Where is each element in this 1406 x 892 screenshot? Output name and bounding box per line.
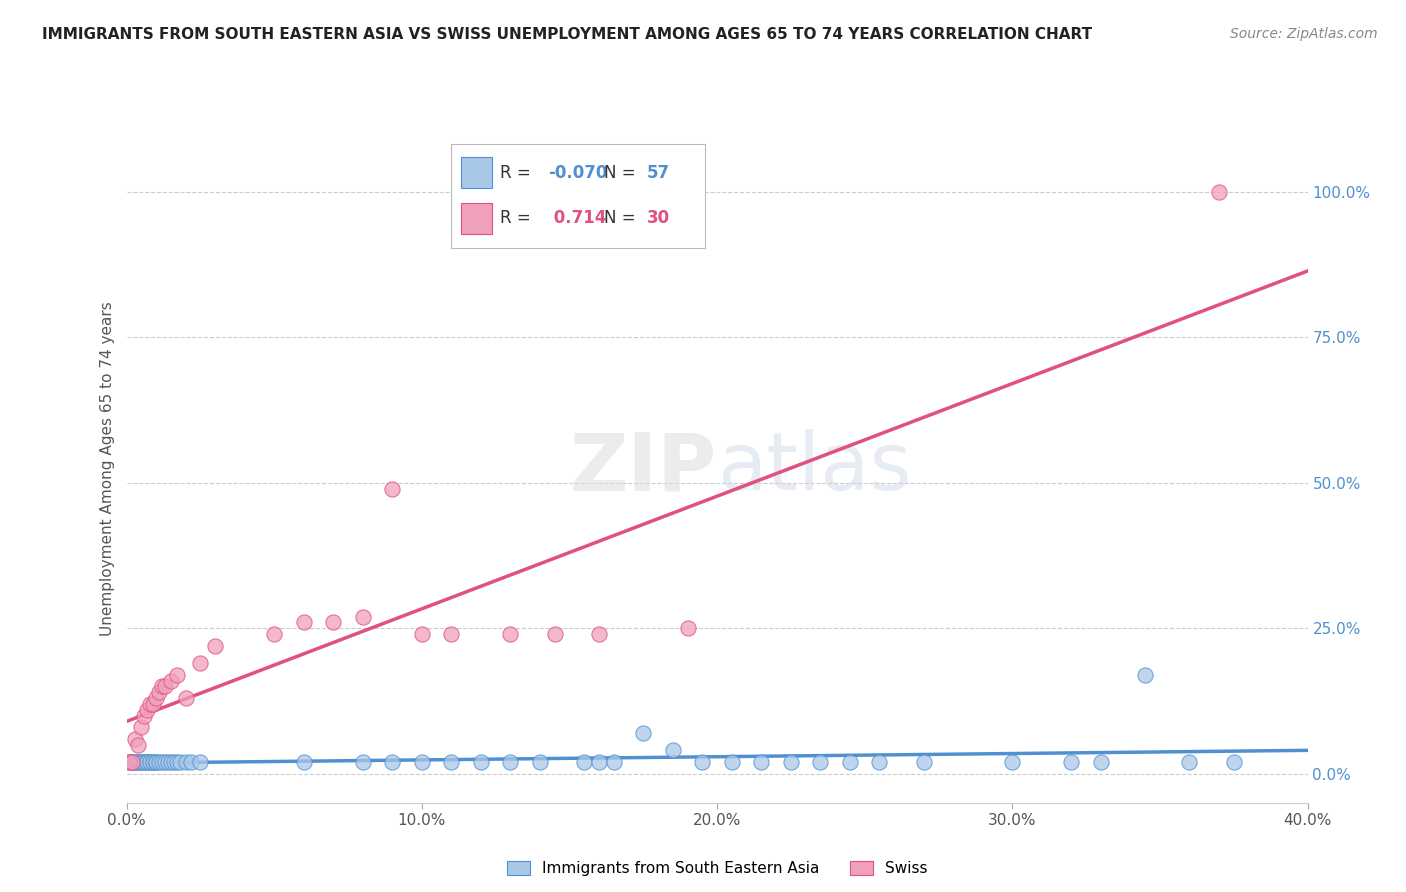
Legend: Immigrants from South Eastern Asia, Swiss: Immigrants from South Eastern Asia, Swis… <box>501 855 934 882</box>
Point <box>588 627 610 641</box>
Point <box>440 627 463 641</box>
Point <box>156 755 179 769</box>
Point <box>124 755 146 769</box>
Point <box>1178 755 1201 769</box>
Point <box>118 755 141 769</box>
Point <box>352 609 374 624</box>
Point <box>810 755 832 769</box>
Point <box>150 755 173 769</box>
Point <box>145 755 167 769</box>
Point <box>676 621 699 635</box>
Point <box>166 668 188 682</box>
Point <box>1133 668 1156 682</box>
Point <box>263 627 285 641</box>
Point <box>124 755 146 769</box>
Point <box>440 755 463 769</box>
Point <box>322 615 344 630</box>
Point <box>121 755 143 769</box>
Point <box>751 755 773 769</box>
Point <box>129 755 153 769</box>
Point <box>121 755 143 769</box>
Point <box>661 743 683 757</box>
Point <box>1090 755 1112 769</box>
Point <box>174 755 197 769</box>
Point <box>148 685 170 699</box>
Point <box>139 755 162 769</box>
Point <box>292 755 315 769</box>
Point <box>690 755 713 769</box>
Point <box>543 627 565 641</box>
Text: Source: ZipAtlas.com: Source: ZipAtlas.com <box>1230 27 1378 41</box>
Point <box>292 615 315 630</box>
Point <box>499 627 522 641</box>
Point <box>121 755 143 769</box>
Point <box>188 755 211 769</box>
Point <box>166 755 188 769</box>
Point <box>134 755 156 769</box>
Point <box>411 627 433 641</box>
Point <box>1001 755 1024 769</box>
Point <box>603 755 626 769</box>
Point <box>118 755 141 769</box>
Text: ZIP: ZIP <box>569 429 717 508</box>
Point <box>411 755 433 769</box>
Point <box>134 708 156 723</box>
Point <box>159 755 183 769</box>
Point <box>1222 755 1246 769</box>
Point <box>529 755 551 769</box>
Point <box>381 755 404 769</box>
Point <box>129 720 153 734</box>
Point <box>180 755 202 769</box>
Point <box>174 691 197 706</box>
Point <box>127 738 149 752</box>
Point <box>631 726 654 740</box>
Point <box>134 755 156 769</box>
Point <box>142 755 165 769</box>
Point <box>136 755 159 769</box>
Point <box>145 755 167 769</box>
Point <box>381 482 404 496</box>
Point <box>1060 755 1083 769</box>
Point <box>720 755 742 769</box>
Point <box>204 639 226 653</box>
Point <box>869 755 891 769</box>
Point <box>124 731 146 746</box>
Point <box>159 673 183 688</box>
Point <box>136 703 159 717</box>
Text: atlas: atlas <box>717 429 911 508</box>
Point <box>574 755 596 769</box>
Point <box>163 755 186 769</box>
Point <box>127 755 149 769</box>
Point <box>588 755 610 769</box>
Point <box>153 680 176 694</box>
Point <box>142 697 165 711</box>
Point <box>153 755 176 769</box>
Point <box>1208 185 1230 199</box>
Point <box>139 755 162 769</box>
Text: IMMIGRANTS FROM SOUTH EASTERN ASIA VS SWISS UNEMPLOYMENT AMONG AGES 65 TO 74 YEA: IMMIGRANTS FROM SOUTH EASTERN ASIA VS SW… <box>42 27 1092 42</box>
Point <box>136 755 159 769</box>
Point <box>169 755 191 769</box>
Point <box>129 755 153 769</box>
Y-axis label: Unemployment Among Ages 65 to 74 years: Unemployment Among Ages 65 to 74 years <box>100 301 115 636</box>
Point <box>127 755 149 769</box>
Point <box>142 755 165 769</box>
Point <box>470 755 492 769</box>
Point <box>838 755 860 769</box>
Point <box>779 755 801 769</box>
Point <box>188 656 211 670</box>
Point <box>145 691 167 706</box>
Point <box>139 697 162 711</box>
Point <box>150 680 173 694</box>
Point <box>148 755 170 769</box>
Point <box>912 755 935 769</box>
Point <box>499 755 522 769</box>
Point <box>352 755 374 769</box>
